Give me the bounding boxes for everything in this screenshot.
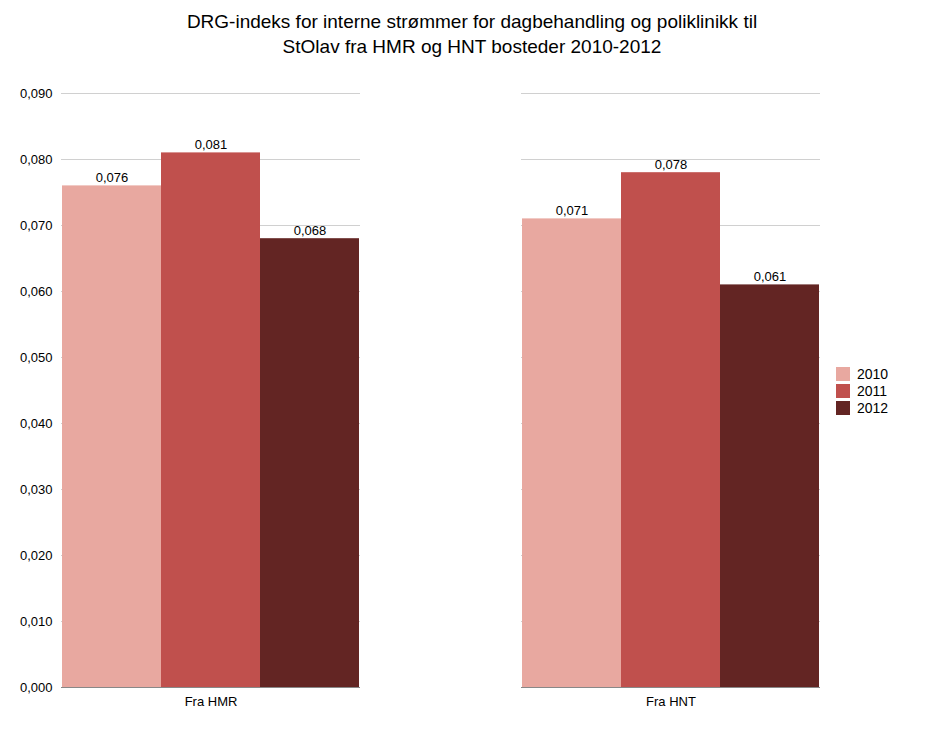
svg-text:0,030: 0,030 (20, 482, 53, 497)
svg-text:0,000: 0,000 (20, 680, 53, 695)
svg-text:0,068: 0,068 (294, 223, 327, 238)
html-text:2011: 2011 (857, 383, 888, 400)
svg-text:0,080: 0,080 (20, 152, 53, 167)
svg-text:Fra HNT: Fra HNT (646, 694, 696, 709)
svg-text:0,078: 0,078 (655, 157, 688, 172)
svg-text:0,020: 0,020 (20, 548, 53, 563)
svg-text:0,010: 0,010 (20, 614, 53, 629)
html-text:2010: 2010 (857, 366, 889, 383)
svg-text:0,040: 0,040 (20, 416, 53, 431)
svg-text:0,081: 0,081 (195, 137, 228, 152)
svg-text:0,050: 0,050 (20, 350, 53, 365)
svg-text:0,061: 0,061 (754, 269, 787, 284)
html-text:2012: 2012 (857, 400, 889, 417)
svg-text:0,060: 0,060 (20, 284, 53, 299)
svg-text:0,090: 0,090 (20, 86, 53, 101)
svg-text:Fra HMR: Fra HMR (185, 694, 238, 709)
svg-text:0,070: 0,070 (20, 218, 53, 233)
html-text:DRG-indeks for interne strømme: DRG-indeks for interne strømmer for dagb… (186, 11, 758, 57)
svg-text:0,076: 0,076 (96, 170, 129, 185)
svg-text:0,071: 0,071 (556, 203, 589, 218)
